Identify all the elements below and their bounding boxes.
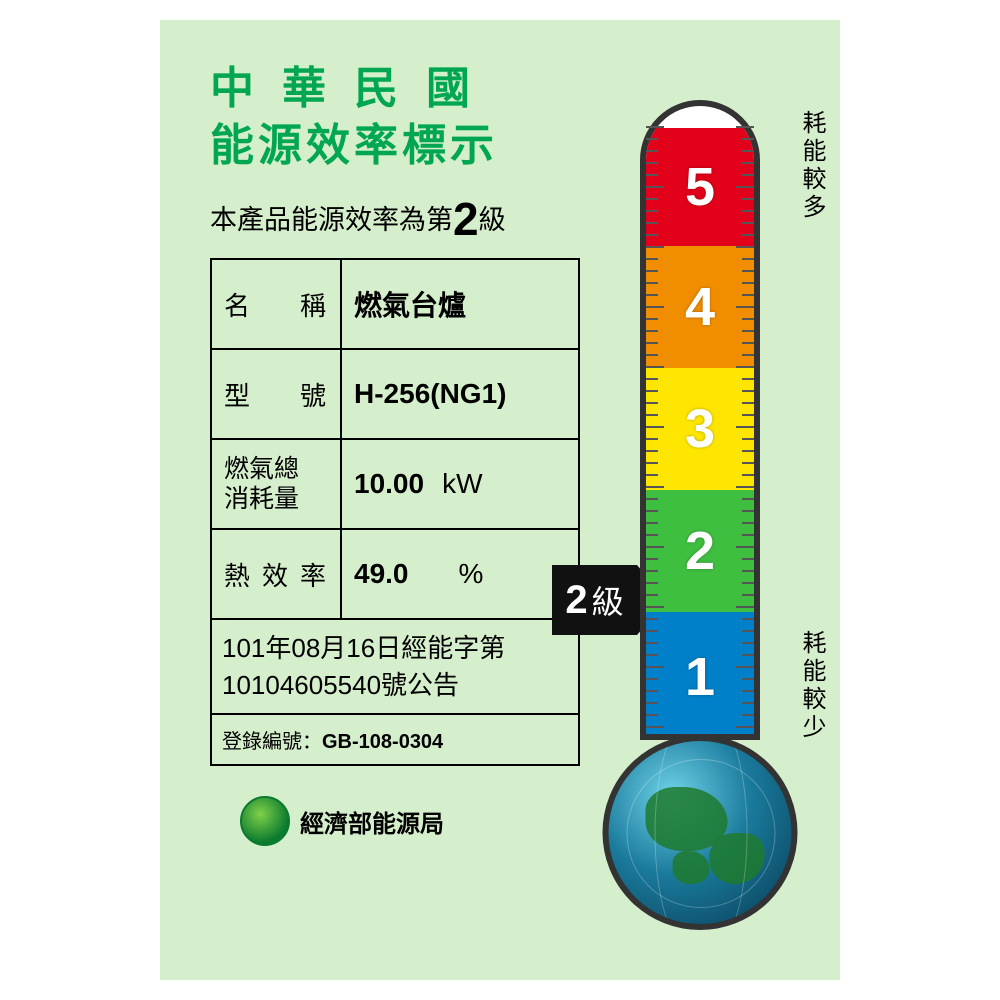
table-row: 型 號 H-256(NG1) [211, 349, 579, 439]
rating-prefix: 本產品能源效率為第 [210, 205, 453, 235]
registration-label: 登錄編號： [222, 731, 322, 753]
pointer-level: 2 [565, 578, 587, 623]
gas-value: 10.00 [354, 468, 424, 499]
label-low-consumption: 耗能較少 [794, 630, 829, 742]
thermo-segment-4: 4 [646, 246, 754, 368]
rating-level: 2 [453, 193, 479, 245]
eff-unit: % [459, 558, 484, 589]
eff-value: 49.0 [354, 558, 409, 589]
thermo-segment-label: 3 [685, 398, 715, 460]
name-label: 名 稱 [211, 259, 341, 349]
thermo-segment-1: 1 [646, 612, 754, 740]
thermo-segment-2: 2 [646, 490, 754, 612]
announcement-text: 101年08月16日經能字第10104605540號公告 [210, 620, 580, 715]
table-row: 名 稱 燃氣台爐 [211, 259, 579, 349]
table-row: 熱效率 49.0% [211, 529, 579, 619]
registration-value: GB-108-0304 [322, 731, 443, 753]
gas-unit: kW [442, 468, 482, 499]
thermo-segment-label: 2 [685, 520, 715, 582]
spec-table: 名 稱 燃氣台爐 型 號 H-256(NG1) 燃氣總 消耗量 10.00kW … [210, 258, 580, 620]
header-line2: 能源效率標示 [210, 117, 570, 174]
thermo-segment-3: 3 [646, 368, 754, 490]
eff-label: 熱效率 [211, 529, 341, 619]
thermo-segment-5: 5 [646, 128, 754, 246]
registration-row: 登錄編號：GB-108-0304 [210, 715, 580, 766]
header-title: 中華民國 能源效率標示 [210, 60, 570, 174]
globe-bulb-icon [603, 735, 798, 930]
bureau-logo-icon [240, 796, 290, 846]
label-high-consumption: 耗能較多 [794, 110, 829, 222]
thermo-segment-label: 4 [685, 276, 715, 338]
model-value: H-256(NG1) [341, 349, 579, 439]
thermo-segment-label: 5 [685, 156, 715, 218]
gas-label: 燃氣總 消耗量 [211, 439, 341, 529]
issuer-name: 經濟部能源局 [300, 804, 444, 839]
header-line1: 中華民國 [210, 60, 570, 117]
energy-label-card: 中華民國 能源效率標示 本產品能源效率為第2級 名 稱 燃氣台爐 型 號 H-2… [160, 20, 840, 980]
model-label: 型 號 [211, 349, 341, 439]
eff-value-cell: 49.0% [341, 529, 579, 619]
gas-value-cell: 10.00 kW [341, 439, 579, 529]
table-row: 燃氣總 消耗量 10.00 kW [211, 439, 579, 529]
thermo-segment-label: 1 [685, 646, 715, 708]
thermometer: 耗能較多 耗能較少 54321 [595, 100, 805, 930]
rating-suffix: 級 [479, 205, 506, 235]
name-value: 燃氣台爐 [341, 259, 579, 349]
thermometer-tube: 5 4 3 2 1 [640, 100, 760, 740]
